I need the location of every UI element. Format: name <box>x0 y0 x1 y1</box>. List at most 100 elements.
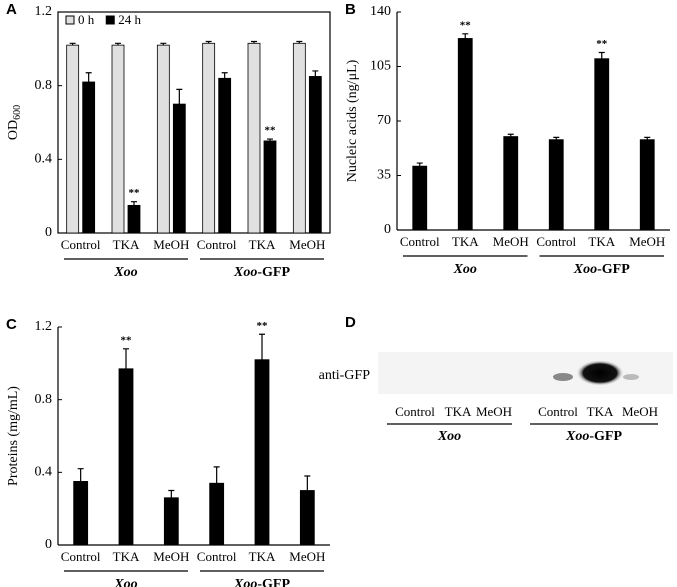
error-bar <box>123 348 129 369</box>
bar <box>218 77 232 234</box>
significance-label: ** <box>257 320 269 332</box>
error-bar <box>267 138 273 141</box>
x-tick-label: TKA <box>113 549 140 564</box>
bar <box>639 139 655 231</box>
x-tick-label: MeOH <box>153 237 189 252</box>
bar <box>156 44 170 234</box>
x-tick-label: TKA <box>249 237 276 252</box>
plot-frame <box>57 11 331 234</box>
x-tick-label: MeOH <box>153 549 189 564</box>
x-tick-label: MeOH <box>289 237 325 252</box>
error-bar <box>221 72 228 79</box>
group-label: Xoo <box>437 429 461 444</box>
y-tick-label: 0.4 <box>35 152 53 167</box>
antibody-label: anti-GFP <box>319 368 371 383</box>
x-tick-label: Control <box>197 549 237 564</box>
x-tick-label: TKA <box>249 549 276 564</box>
x-tick-label: TKA <box>452 234 479 249</box>
x-tick-label: Control <box>197 237 237 252</box>
bar <box>263 140 277 234</box>
bar <box>412 165 428 231</box>
lane-label: TKA <box>445 404 472 419</box>
panel-label: A <box>6 1 17 18</box>
y-tick-label: 140 <box>370 4 391 19</box>
error-bar <box>160 42 167 46</box>
bar <box>127 204 141 234</box>
lane-label: TKA <box>587 404 614 419</box>
lane-label: Control <box>538 404 578 419</box>
x-tick-label: MeOH <box>289 549 325 564</box>
bar <box>594 58 610 231</box>
error-bar <box>251 40 257 44</box>
group-label: Xoo-GFP <box>233 577 290 587</box>
bar <box>308 76 322 234</box>
y-tick-label: 70 <box>377 113 391 128</box>
bar <box>254 359 270 546</box>
error-bar <box>213 466 220 484</box>
y-tick-label: 0 <box>45 537 52 552</box>
error-bar <box>644 136 651 140</box>
blot-membrane <box>378 352 673 394</box>
group-label: Xoo-GFP <box>233 265 290 280</box>
significance-label: ** <box>121 334 133 346</box>
error-bar <box>69 42 76 46</box>
group-label: Xoo <box>113 265 137 280</box>
blot-band <box>576 360 624 386</box>
error-bar <box>462 33 469 39</box>
bar <box>209 482 225 546</box>
error-bar <box>168 489 175 498</box>
legend-swatch <box>65 15 75 25</box>
y-tick-label: 0 <box>384 222 391 237</box>
y-tick-label: 0.4 <box>35 465 53 480</box>
lane-label: Control <box>395 404 435 419</box>
bar <box>548 139 564 231</box>
lane-label: MeOH <box>622 404 658 419</box>
y-tick-label: 1.2 <box>35 319 53 334</box>
y-axis-label-subscript: 600 <box>12 105 23 120</box>
legend-label: 0 h <box>78 12 95 27</box>
error-bar <box>553 136 560 140</box>
x-tick-label: TKA <box>588 234 615 249</box>
panel-label: D <box>345 314 356 331</box>
bar <box>163 497 179 546</box>
x-tick-label: Control <box>61 237 101 252</box>
lane-label: MeOH <box>476 404 512 419</box>
significance-label: ** <box>265 125 277 137</box>
y-tick-label: 1.2 <box>35 4 53 19</box>
x-tick-label: Control <box>400 234 440 249</box>
x-tick-label: MeOH <box>493 234 529 249</box>
panel-label: B <box>345 1 356 18</box>
significance-label: ** <box>129 187 141 199</box>
bar <box>82 81 96 234</box>
bar <box>73 481 89 546</box>
significance-label: ** <box>460 19 472 31</box>
x-tick-label: Control <box>536 234 576 249</box>
error-bar <box>77 468 84 482</box>
bar <box>457 38 473 231</box>
bar <box>299 490 315 546</box>
group-label: Xoo-GFP <box>573 262 630 277</box>
y-tick-label: 0.8 <box>35 392 53 407</box>
error-bar <box>85 72 92 82</box>
x-tick-label: Control <box>61 549 101 564</box>
panel-label: C <box>6 316 17 333</box>
y-tick-label: 105 <box>370 59 391 74</box>
y-tick-label: 0 <box>45 225 52 240</box>
bar <box>118 368 134 546</box>
bar <box>202 42 216 234</box>
legend-label: 24 h <box>118 12 141 27</box>
error-bar <box>507 133 514 137</box>
group-label: Xoo <box>113 577 137 587</box>
legend-swatch <box>105 15 115 25</box>
blot-band <box>623 374 639 380</box>
bar <box>292 42 306 234</box>
y-tick-label: 0.8 <box>35 78 53 93</box>
y-tick-label: 35 <box>377 168 391 183</box>
error-bar <box>205 40 212 44</box>
y-axis-label: Nucleic acids (ng/μL) <box>345 59 360 182</box>
blot-band <box>553 373 573 381</box>
x-tick-label: MeOH <box>629 234 665 249</box>
significance-label: ** <box>596 38 608 50</box>
